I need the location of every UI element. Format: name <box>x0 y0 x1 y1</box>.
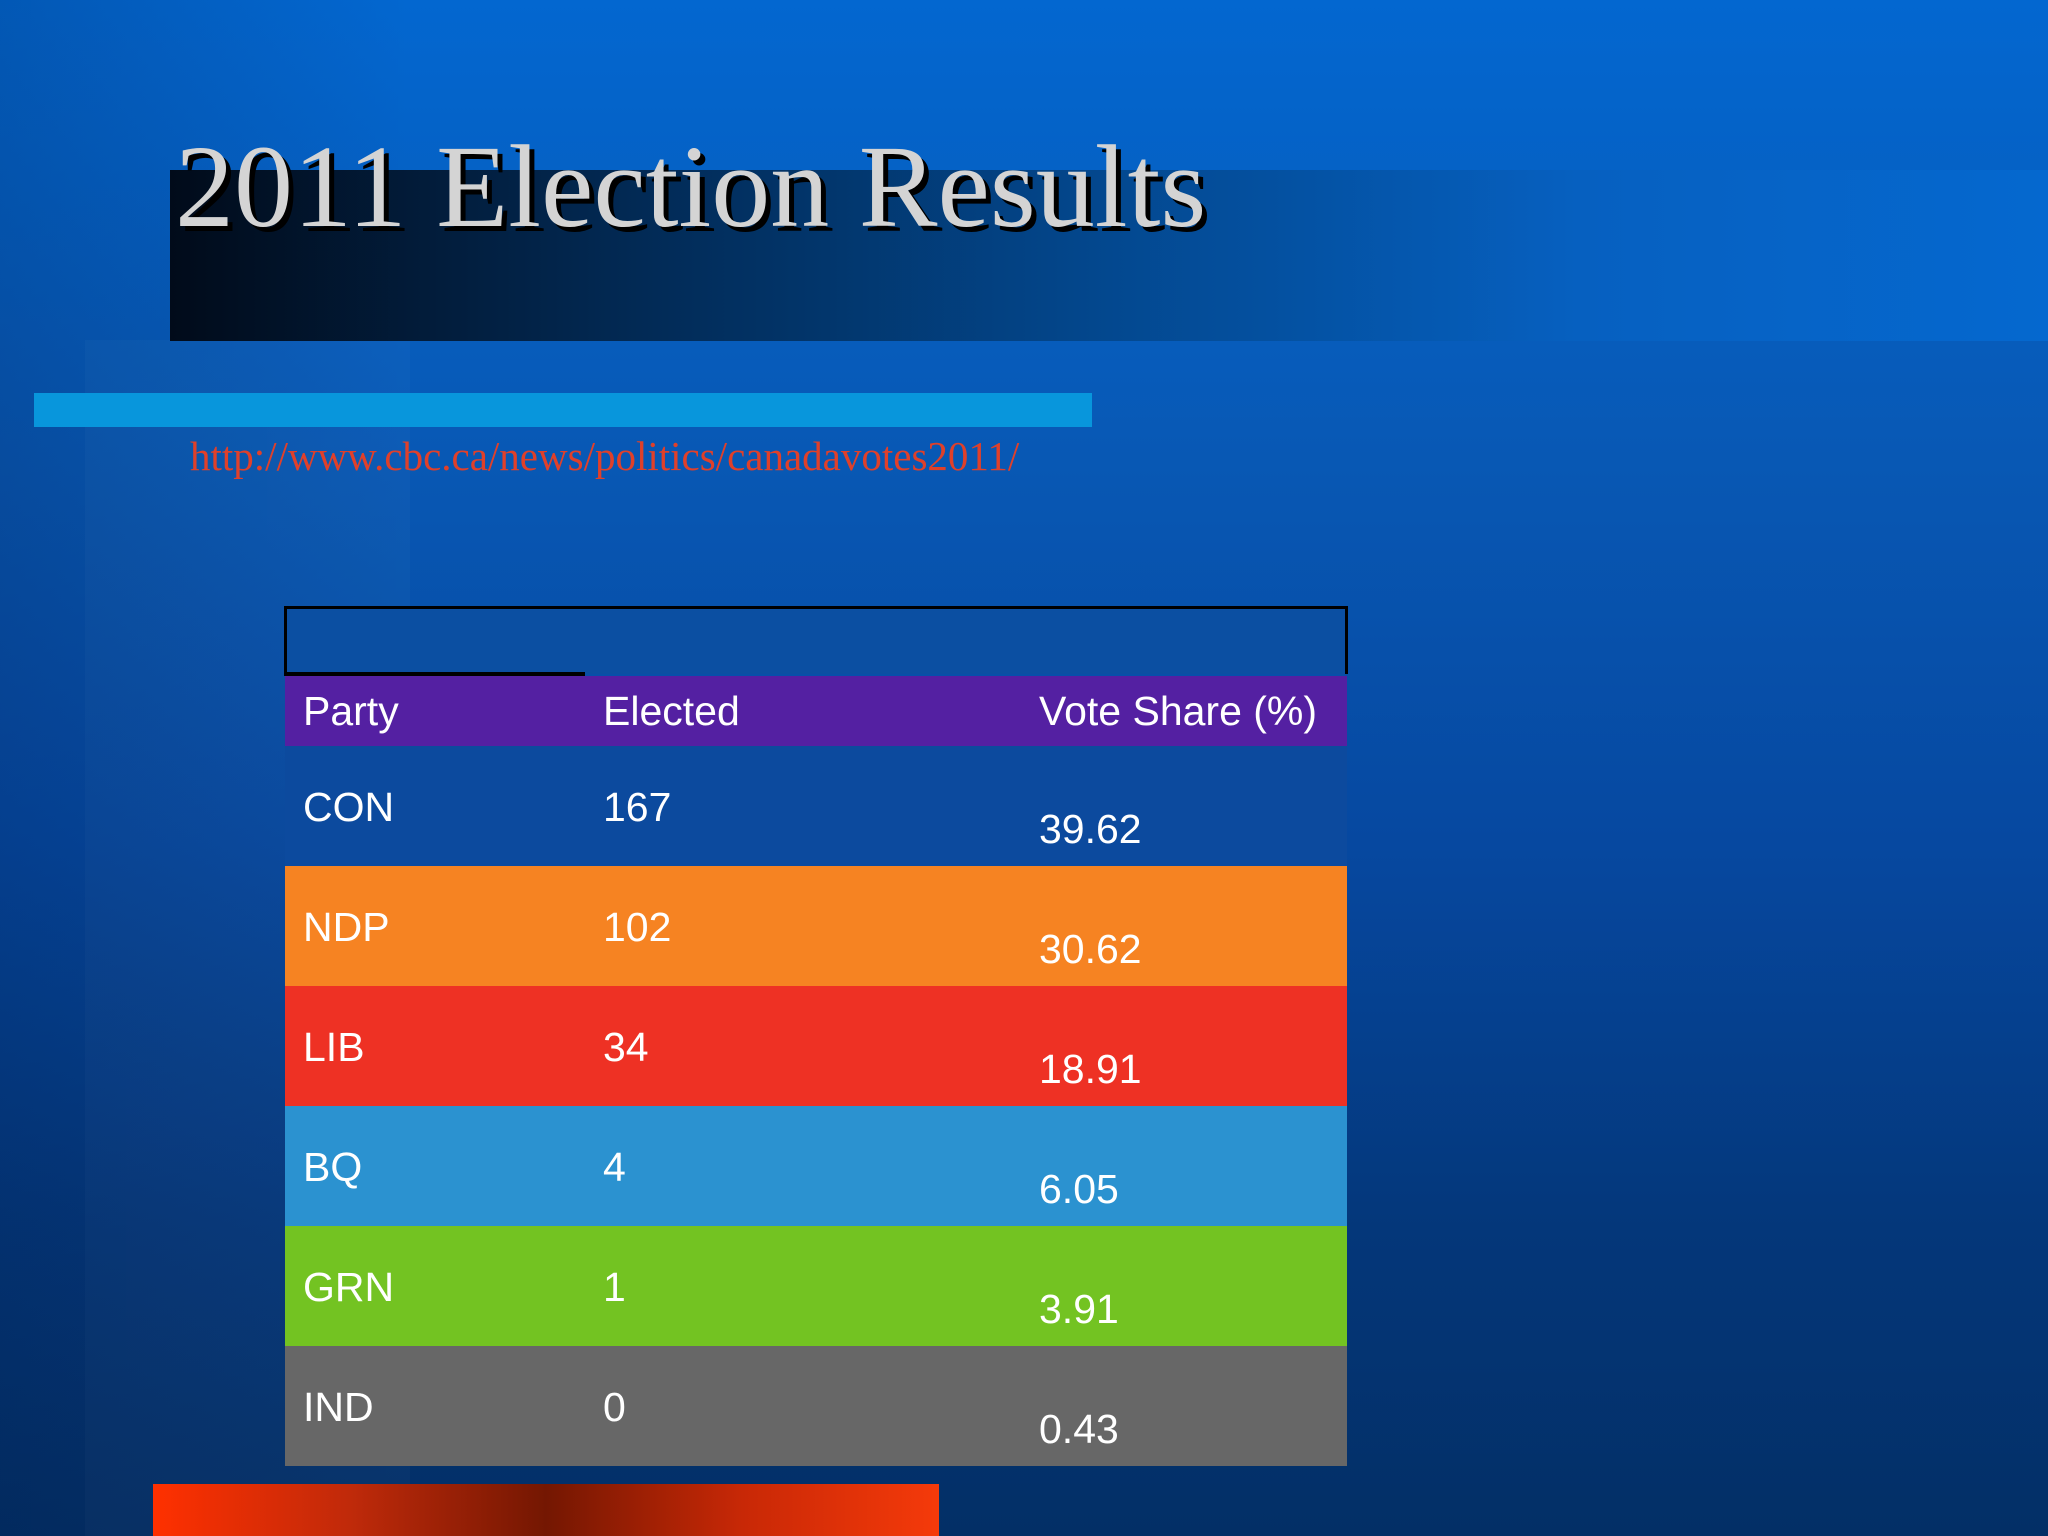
title-band <box>170 170 2048 341</box>
elected-cell: 102 <box>585 866 901 986</box>
elected-cell: 167 <box>585 746 901 866</box>
header-elected: Elected <box>585 676 901 746</box>
table-row: LIB 34 18.91 <box>285 986 1347 1106</box>
results-table: Party Elected Vote Share (%) CON 167 39.… <box>285 676 1347 1466</box>
table-row: IND 0 0.43 <box>285 1346 1347 1466</box>
slide-title: 2011 Election Results <box>175 121 1207 252</box>
elected-cell: 4 <box>585 1106 901 1226</box>
party-cell: NDP <box>285 866 585 986</box>
table-row: BQ 4 6.05 <box>285 1106 1347 1226</box>
party-cell: IND <box>285 1346 585 1466</box>
source-link[interactable]: http://www.cbc.ca/news/politics/canadavo… <box>190 433 1020 479</box>
party-cell: BQ <box>285 1106 585 1226</box>
party-cell: LIB <box>285 986 585 1106</box>
table-caption-underline <box>284 672 585 676</box>
vote-share-cell: 39.62 <box>901 746 1347 866</box>
table-row: NDP 102 30.62 <box>285 866 1347 986</box>
elected-cell: 1 <box>585 1226 901 1346</box>
vote-share-cell: 6.05 <box>901 1106 1347 1226</box>
header-party: Party <box>285 676 585 746</box>
party-cell: GRN <box>285 1226 585 1346</box>
elected-cell: 0 <box>585 1346 901 1466</box>
party-cell: CON <box>285 746 585 866</box>
table-row: GRN 1 3.91 <box>285 1226 1347 1346</box>
vote-share-cell: 30.62 <box>901 866 1347 986</box>
vote-share-cell: 18.91 <box>901 986 1347 1106</box>
vote-share-cell: 3.91 <box>901 1226 1347 1346</box>
header-vote-share: Vote Share (%) <box>901 676 1347 746</box>
table-row: CON 167 39.62 <box>285 746 1347 866</box>
vote-share-cell: 0.43 <box>901 1346 1347 1466</box>
table-caption-frame <box>284 606 1348 674</box>
table-header-row: Party Elected Vote Share (%) <box>285 676 1347 746</box>
accent-bar <box>34 393 1092 427</box>
elected-cell: 34 <box>585 986 901 1106</box>
bottom-accent-bar <box>153 1484 939 1536</box>
